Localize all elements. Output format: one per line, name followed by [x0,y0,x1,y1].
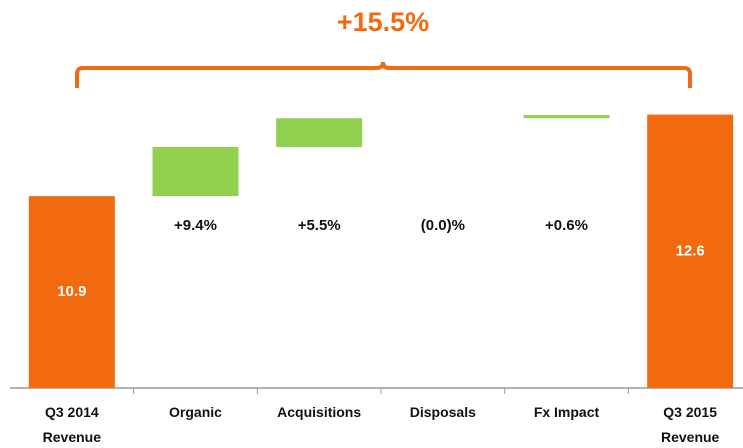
change-bar [523,115,610,119]
total-bar [28,196,115,388]
total-bar [647,114,734,388]
x-tick-label: Acquisitions [277,404,362,420]
change-bar [152,146,239,197]
value-label: +9.4% [174,217,217,234]
value-label: +5.5% [298,217,341,234]
x-tick-label: Q3 2015 Revenue [660,404,720,445]
x-tick-label: Q3 2014 Revenue [42,404,101,445]
value-label: 10.9 [57,283,86,300]
bracket [75,61,692,88]
value-label: (0.0)% [421,217,465,234]
change-bar [276,118,363,147]
growth-annotation: +15.5% [337,7,429,37]
x-tick-label: Fx Impact [533,404,600,420]
value-label: +0.6% [545,217,588,234]
x-tick-label: Organic [169,404,222,420]
value-label: 12.6 [676,242,705,259]
x-tick-label: Disposals [409,404,476,420]
